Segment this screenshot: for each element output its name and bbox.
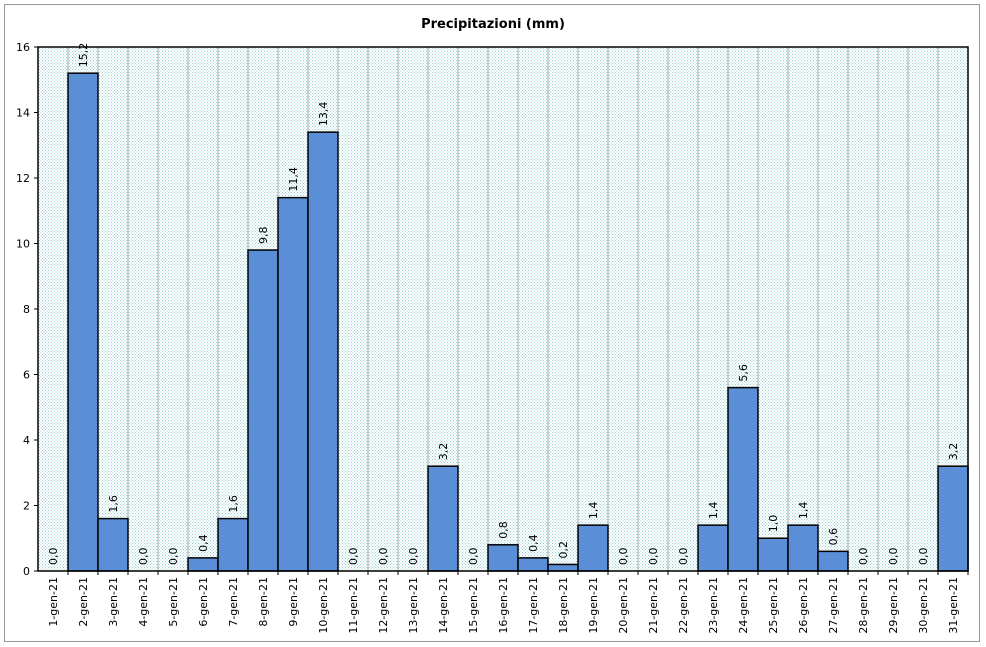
data-label: 0,0: [47, 548, 60, 566]
x-tick-label: 4-gen-21: [137, 577, 150, 627]
bar: [67, 72, 99, 572]
x-tick-label: 9-gen-21: [287, 577, 300, 627]
data-label: 15,2: [77, 43, 90, 68]
data-label: 0,8: [497, 521, 510, 539]
data-label: 5,6: [737, 364, 750, 382]
x-tick-label: 18-gen-21: [557, 577, 570, 634]
x-tick-label: 17-gen-21: [527, 577, 540, 634]
data-label: 3,2: [437, 443, 450, 461]
data-label: 0,2: [557, 541, 570, 559]
bar: [547, 563, 579, 572]
data-label: 0,0: [347, 548, 360, 566]
data-label: 1,0: [767, 515, 780, 533]
bar: [247, 249, 279, 572]
x-tick-label: 27-gen-21: [827, 577, 840, 634]
x-tick-label: 6-gen-21: [197, 577, 210, 627]
data-label: 0,0: [467, 548, 480, 566]
data-label: 0,0: [407, 548, 420, 566]
y-tick-label: 2: [23, 500, 30, 513]
x-tick-label: 10-gen-21: [317, 577, 330, 634]
x-axis: 1-gen-21 2-gen-21 3-gen-21 4-gen-21 5-gen-21…: [47, 571, 969, 634]
x-tick-label: 13-gen-21: [407, 577, 420, 634]
bar: [97, 517, 129, 572]
y-tick-label: 12: [16, 172, 30, 185]
x-tick-label: 30-gen-21: [917, 577, 930, 634]
y-tick-label: 4: [23, 434, 30, 447]
bar: [577, 524, 609, 572]
bar-series: [67, 72, 969, 572]
bar: [727, 386, 759, 572]
x-tick-label: 29-gen-21: [887, 577, 900, 634]
x-tick-label: 20-gen-21: [617, 577, 630, 634]
bar: [487, 544, 519, 572]
data-label: 1,4: [707, 502, 720, 520]
x-tick-label: 14-gen-21: [437, 577, 450, 634]
plot-area: [38, 47, 968, 571]
x-tick-label: 21-gen-21: [647, 577, 660, 634]
data-labels: 0,0 15,2 1,6 0,0 0,0 0,4 1,6 9,8 11,4 13,4 0,0 0,0 0…: [47, 43, 960, 565]
data-label: 0,0: [617, 548, 630, 566]
data-label: 0,0: [857, 548, 870, 566]
data-label: 0,0: [887, 548, 900, 566]
x-tick-label: 19-gen-21: [587, 577, 600, 634]
x-tick-label: 26-gen-21: [797, 577, 810, 634]
x-tick-label: 23-gen-21: [707, 577, 720, 634]
data-label: 0,0: [917, 548, 930, 566]
data-label: 0,0: [647, 548, 660, 566]
data-label: 0,0: [677, 548, 690, 566]
data-label: 1,4: [797, 502, 810, 520]
data-label: 1,6: [107, 495, 120, 513]
data-label: 9,8: [257, 227, 270, 245]
data-label: 0,4: [197, 534, 210, 552]
data-label: 0,4: [527, 534, 540, 552]
bar: [937, 465, 969, 572]
data-label: 0,0: [377, 548, 390, 566]
x-tick-label: 12-gen-21: [377, 577, 390, 634]
data-label: 3,2: [947, 443, 960, 461]
bar: [757, 537, 789, 572]
bar: [307, 131, 339, 572]
y-tick-label: 8: [23, 303, 30, 316]
bar: [697, 524, 729, 572]
data-label: 0,6: [827, 528, 840, 546]
x-tick-label: 8-gen-21: [257, 577, 270, 627]
y-tick-label: 0: [23, 565, 30, 578]
bar: [787, 524, 819, 572]
x-tick-label: 2-gen-21: [77, 577, 90, 627]
x-tick-label: 1-gen-21: [47, 577, 60, 627]
data-label: 13,4: [317, 102, 330, 127]
x-tick-label: 28-gen-21: [857, 577, 870, 634]
x-tick-label: 16-gen-21: [497, 577, 510, 634]
x-tick-label: 24-gen-21: [737, 577, 750, 634]
data-label: 0,0: [137, 548, 150, 566]
x-tick-label: 7-gen-21: [227, 577, 240, 627]
bar: [277, 196, 309, 572]
chart-title: Precipitazioni (mm): [421, 17, 565, 32]
data-label: 1,4: [587, 502, 600, 520]
y-axis: 0 2 4 6 8 10 12 14 16: [16, 41, 38, 578]
x-tick-label: 11-gen-21: [347, 577, 360, 634]
x-tick-label: 15-gen-21: [467, 577, 480, 634]
data-label: 1,6: [227, 495, 240, 513]
y-tick-label: 10: [16, 238, 30, 251]
bar: [187, 557, 219, 572]
y-tick-label: 16: [16, 41, 30, 54]
x-tick-label: 5-gen-21: [167, 577, 180, 627]
y-tick-label: 14: [16, 107, 30, 120]
data-label: 11,4: [287, 167, 300, 192]
bar: [217, 517, 249, 572]
y-tick-label: 6: [23, 369, 30, 382]
bar: [517, 557, 549, 572]
data-label: 0,0: [167, 548, 180, 566]
bar: [427, 465, 459, 572]
x-tick-label: 22-gen-21: [677, 577, 690, 634]
x-tick-label: 31-gen-21: [947, 577, 960, 634]
x-tick-label: 3-gen-21: [107, 577, 120, 627]
x-tick-label: 25-gen-21: [767, 577, 780, 634]
bar: [817, 550, 849, 572]
